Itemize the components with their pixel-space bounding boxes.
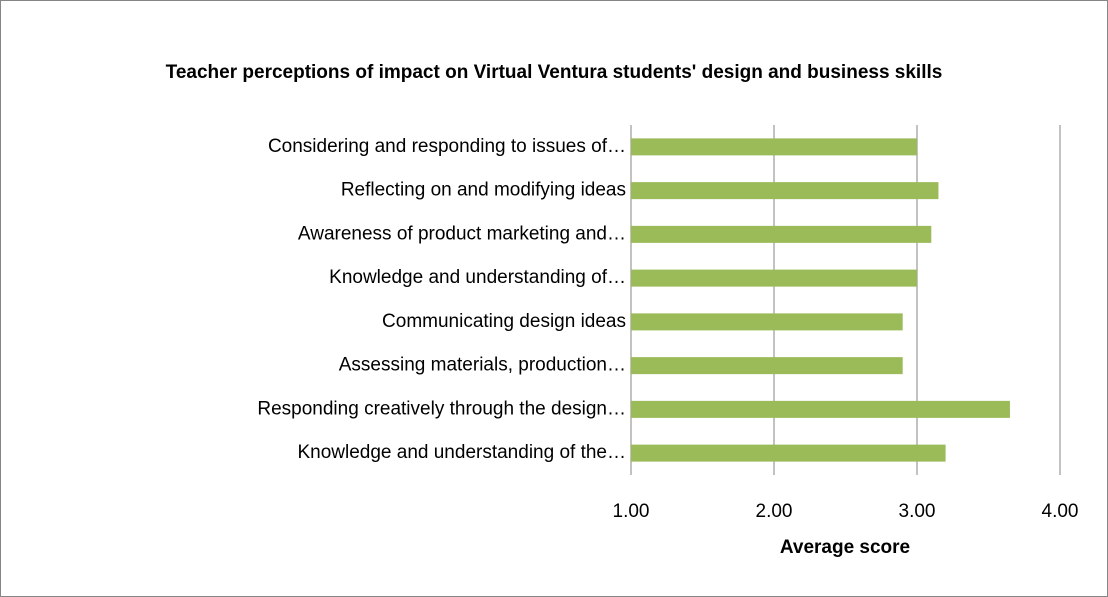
bar [631, 225, 932, 243]
y-tick-label: Awareness of product marketing and… [298, 223, 626, 244]
y-tick-label: Knowledge and understanding of… [329, 267, 626, 288]
y-tick-label: Communicating design ideas [382, 311, 626, 332]
x-tick-label: 3.00 [899, 501, 936, 522]
y-tick-label: Reflecting on and modifying ideas [341, 180, 626, 201]
bar [631, 444, 946, 462]
y-tick-label: Assessing materials, production… [339, 355, 626, 376]
chart-title: Teacher perceptions of impact on Virtual… [165, 62, 943, 83]
bar [631, 269, 917, 287]
x-tick-label: 4.00 [1042, 501, 1079, 522]
x-tick-label: 1.00 [613, 501, 650, 522]
bar [631, 357, 903, 375]
bar [631, 138, 917, 156]
x-tick-label: 2.00 [756, 501, 793, 522]
y-tick-label: Considering and responding to issues of… [268, 136, 626, 157]
y-tick-label: Responding creatively through the design… [257, 398, 626, 419]
x-axis-title: Average score [780, 537, 910, 558]
bar [631, 313, 903, 331]
y-tick-label: Knowledge and understanding of the… [297, 442, 626, 463]
bar [631, 400, 1010, 418]
bar [631, 182, 939, 200]
